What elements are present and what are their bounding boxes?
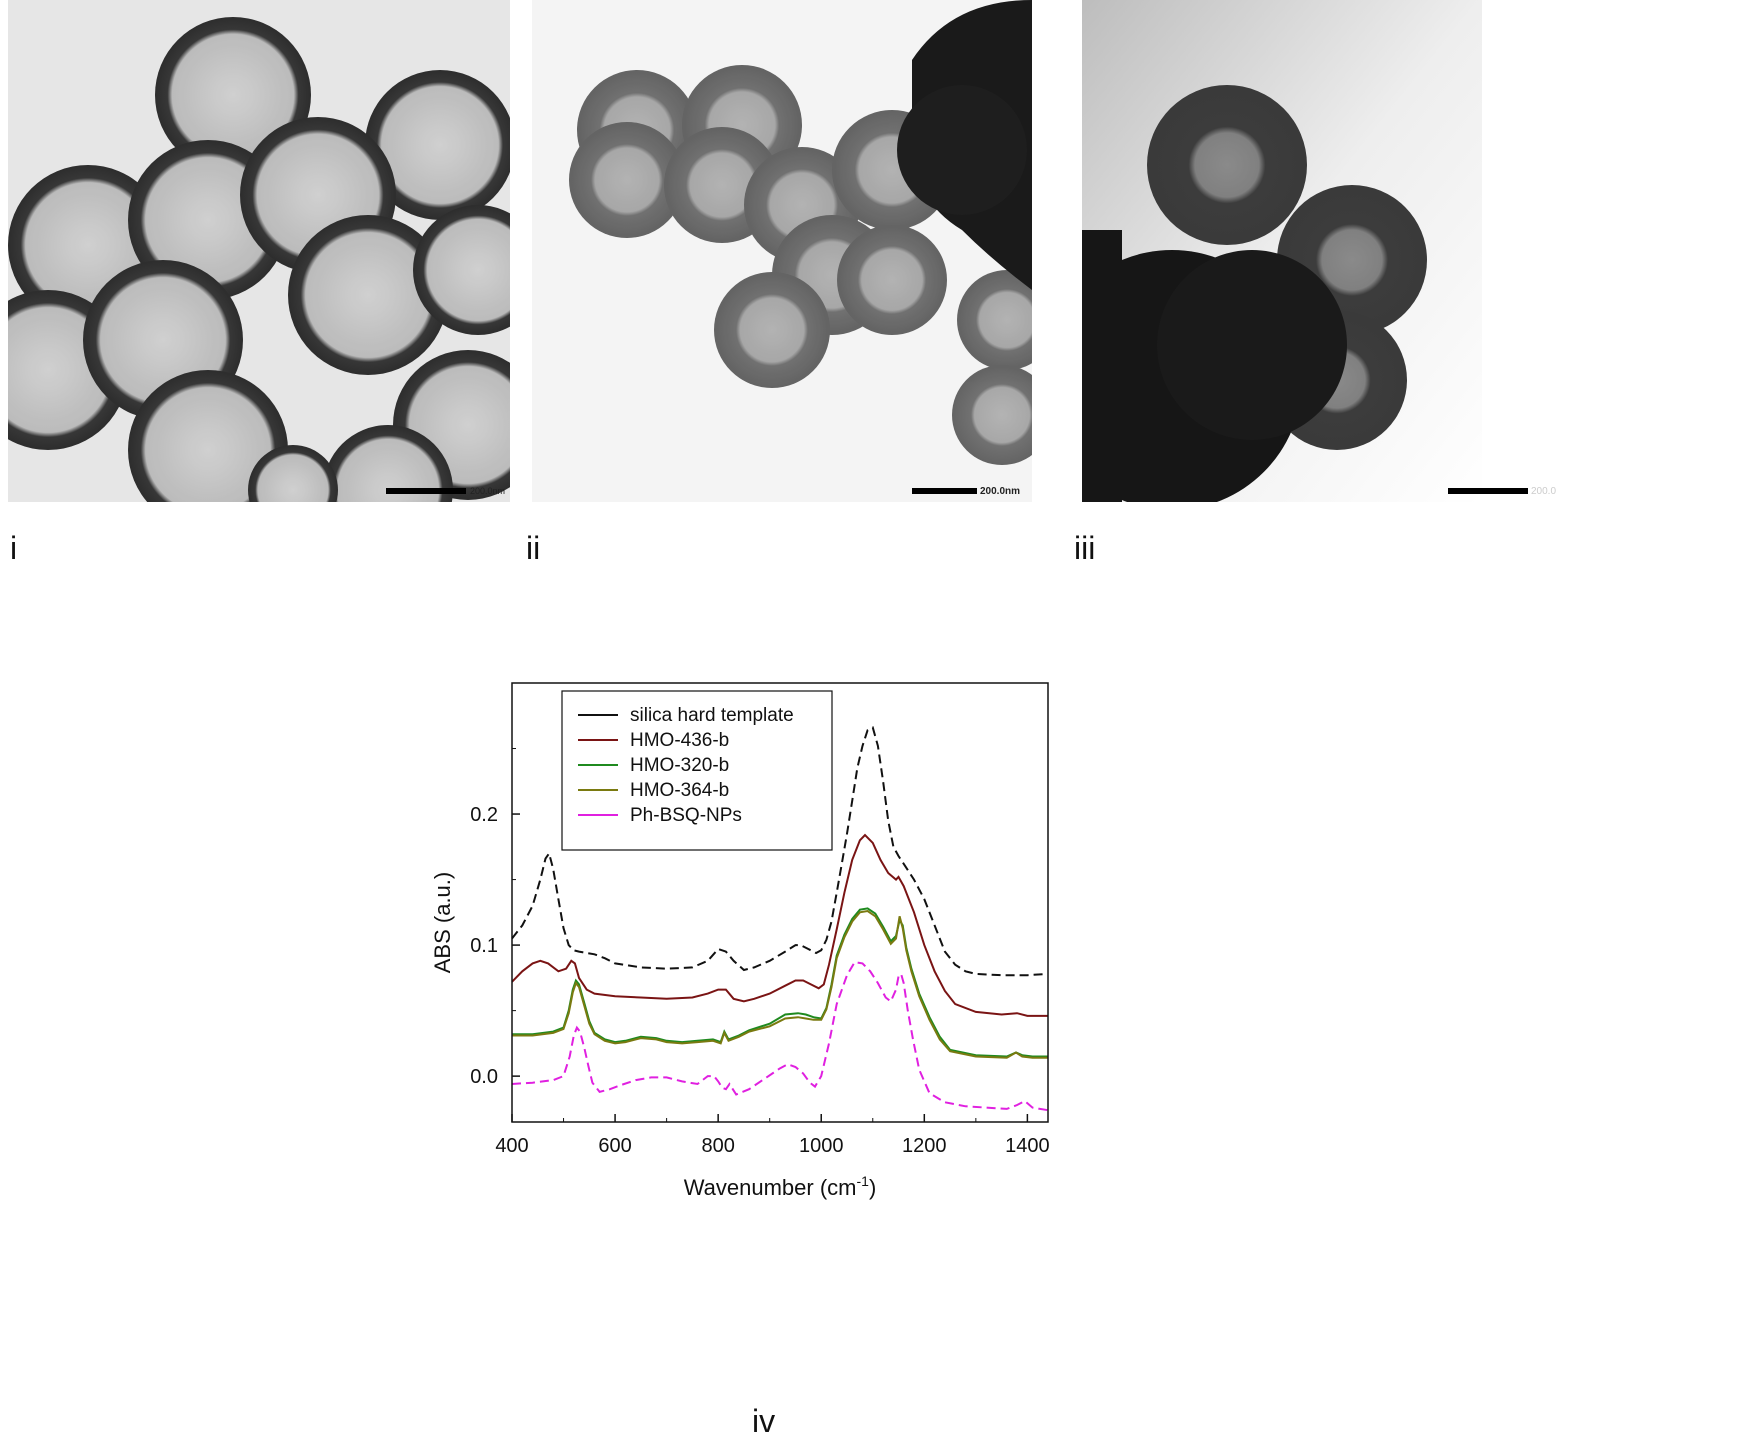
scale-bar-label-iii: 200.0 [1531,486,1556,497]
tem-micrograph-ii: 200.0nm [532,0,1032,502]
x-tick-label: 600 [598,1135,631,1157]
tem-micrograph-i: 200.0nm [8,0,510,502]
scale-bar-label-i: 200.0nm [470,486,505,496]
legend-label: silica hard template [630,705,794,726]
tem-image-i: 200.0nm [8,0,510,502]
x-tick-label: 800 [701,1135,734,1157]
y-tick-label: 0.0 [470,1066,498,1088]
panel-label-iv: iv [752,1403,776,1439]
series-line-hmo320 [512,907,1048,1058]
plot-frame [511,682,1049,1123]
y-tick-label: 0.1 [470,935,498,957]
panel-label-ii: ii [526,530,541,566]
tem-micrograph-iii: 200.0 [1082,0,1562,502]
legend-box [561,690,833,851]
scale-bar-label-ii: 200.0nm [980,486,1020,497]
series-line-hmo364 [512,909,1048,1059]
plot-area [511,726,1049,1112]
tem-image-ii: 200.0nm [532,0,1032,502]
series-line-silica [511,726,1049,977]
series-line-hmo436 [511,833,1048,1017]
legend-label: HMO-364-b [630,780,729,801]
legend-label: HMO-436-b [630,730,729,751]
series-line-phbsq [511,961,1049,1112]
x-tick-label: 1200 [902,1135,947,1157]
x-tick-label: 1400 [1005,1135,1050,1157]
x-tick-label: 400 [495,1135,528,1157]
tem-image-iii: 200.0 [1082,0,1562,502]
y-tick-label: 0.2 [470,804,498,826]
legend-label: HMO-320-b [630,755,729,776]
panel-label-i: i [10,530,18,566]
legend-label: Ph-BSQ-NPs [630,805,742,826]
x-axis-label: Wavenumber (cm-1) [684,1173,877,1200]
panel-label-iii: iii [1074,530,1096,566]
chart-legend: silica hard template HMO-436-b HMO-320-b HM… [561,690,833,851]
y-axis-label: ABS (a.u.) [430,872,455,973]
chart-axes: 400 600 800 1000 1200 1400 0.0 0.1 0.2 [470,682,1050,1157]
x-tick-label: 1000 [799,1135,844,1157]
